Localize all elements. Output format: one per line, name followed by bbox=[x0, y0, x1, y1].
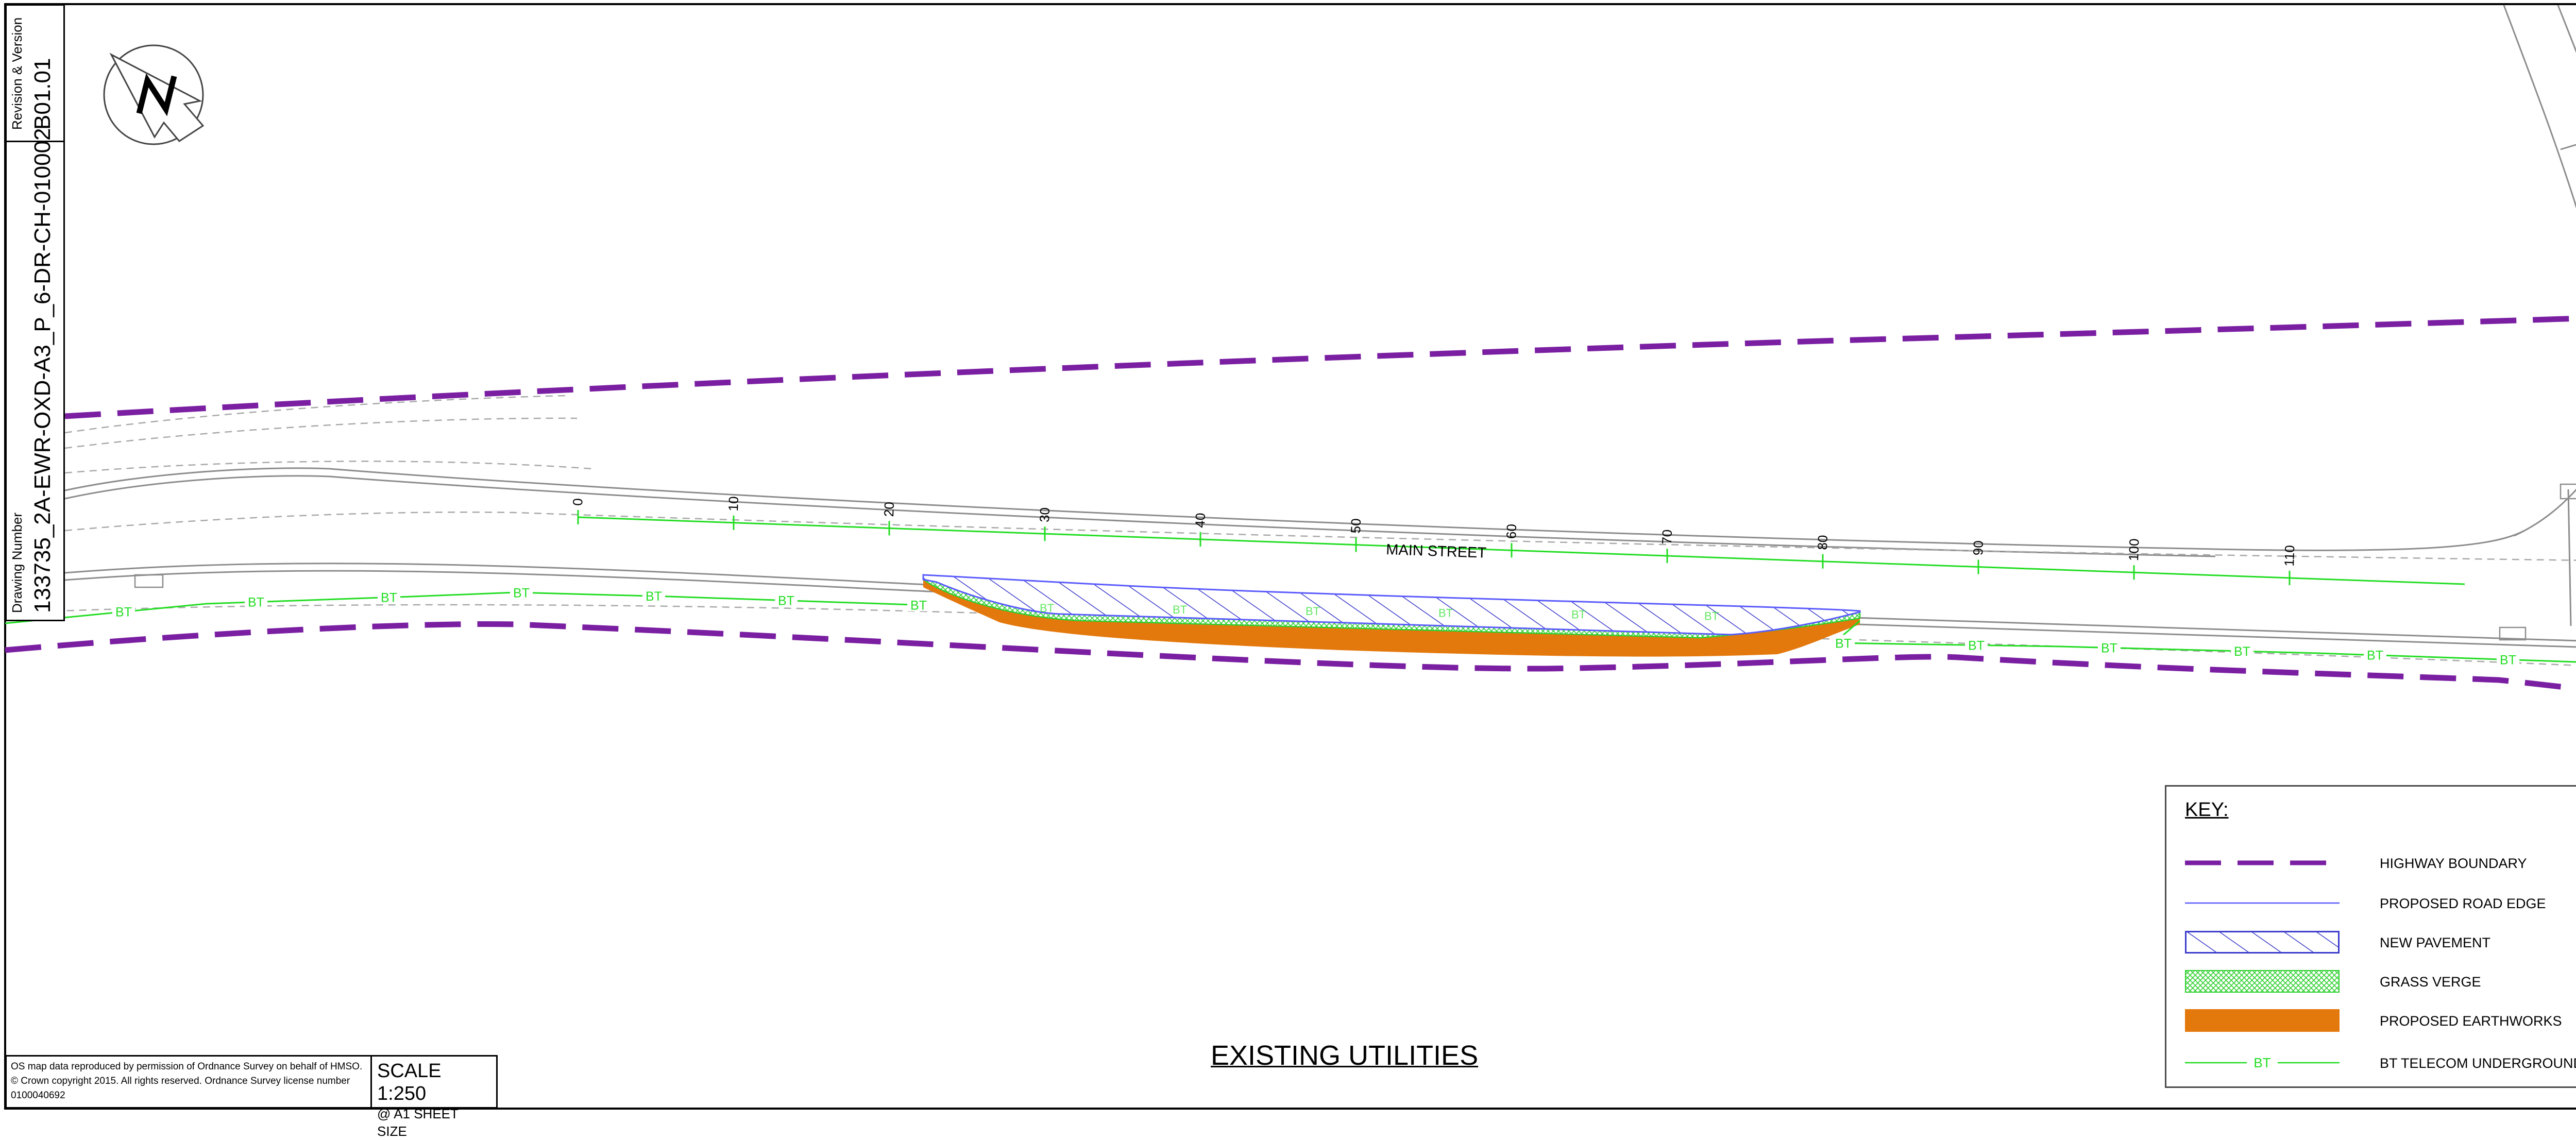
chainage-label: 110 bbox=[2281, 545, 2297, 567]
drawing-number-label: Drawing Number bbox=[9, 512, 25, 613]
chainage-label: 40 bbox=[1192, 513, 1208, 528]
os-copyright-note: OS map data reproduced by permission of … bbox=[5, 1055, 372, 1109]
scale-box: SCALE 1:250 @ A1 SHEET SIZE bbox=[372, 1055, 498, 1139]
road-bend-east-2 bbox=[2557, 5, 2576, 53]
proposed-earthworks bbox=[923, 580, 1860, 657]
bt-cable-label: BT bbox=[2234, 644, 2250, 659]
footway-line-1 bbox=[64, 395, 567, 434]
bt-cable-label: BT bbox=[1040, 602, 1054, 615]
bt-cable-east bbox=[1834, 642, 2576, 663]
legend-swatch-road-edge bbox=[2185, 902, 2340, 904]
bt-telecom-cables: BTBTBTBTBTBTBTBTBTBTBTBTBTBTBTBTBTBTBTBT… bbox=[5, 584, 2576, 668]
title-block bbox=[5, 4, 65, 621]
bt-cable-label: BT bbox=[1438, 606, 1453, 619]
bt-cable-label: BT bbox=[910, 598, 927, 612]
bt-cable-label: BT bbox=[1306, 605, 1320, 618]
legend-row-new-pavement: NEW PAVEMENT bbox=[2166, 927, 2576, 958]
road-kerb-north-inner bbox=[64, 475, 2216, 557]
footway-line-2 bbox=[64, 417, 578, 449]
highway-boundary-north bbox=[64, 315, 2576, 419]
legend-row-proposed-road-edge: PROPOSED ROAD EDGE bbox=[2166, 888, 2576, 918]
chainage-label: 60 bbox=[1503, 524, 1519, 539]
legend-label: HIGHWAY BOUNDARY bbox=[2380, 856, 2527, 871]
bt-cable-label: BT bbox=[778, 594, 794, 608]
road-kerb-north bbox=[64, 467, 2525, 551]
bt-cable-label: BT bbox=[2367, 649, 2383, 663]
legend-row-highway-boundary: HIGHWAY BOUNDARY bbox=[2166, 847, 2576, 878]
legend-label: NEW PAVEMENT bbox=[2380, 935, 2491, 950]
north-arrow-icon bbox=[103, 44, 205, 145]
bt-cable-label: BT bbox=[2500, 653, 2516, 668]
legend-key: KEY: HIGHWAY BOUNDARY PROPOSED ROAD EDGE… bbox=[2165, 785, 2576, 1088]
footway-line-5 bbox=[64, 461, 593, 474]
street-furniture-box-3 bbox=[2560, 483, 2576, 500]
bt-cable-label: BT bbox=[1704, 609, 1719, 622]
bt-cable-label: BT bbox=[513, 586, 530, 600]
legend-label: PROPOSED EARTHWORKS bbox=[2380, 1013, 2562, 1029]
drawing-sheet: 0 10 20 30 40 50 60 70 80 90 100 110 BT BT BT BT BT BT BT… bbox=[4, 3, 2576, 1139]
legend-label: PROPOSED ROAD EDGE bbox=[2380, 896, 2546, 911]
bt-cable-label: BT bbox=[1835, 636, 1852, 651]
bt-cable-label: BT bbox=[1571, 608, 1586, 621]
drawing-number-value: 133735_2A-EWR-OXD-A3_P_6-DR-CH-010002 bbox=[30, 128, 55, 613]
sheet-size-text: @ A1 SHEET SIZE bbox=[377, 1106, 459, 1139]
street-name-label: MAIN STREET bbox=[1386, 541, 1487, 562]
title-block-divider bbox=[7, 141, 63, 142]
sheet-title: EXISTING UTILITIES bbox=[1211, 1040, 1479, 1071]
legend-row-grass-verge: GRASS VERGE bbox=[2166, 966, 2576, 997]
new-pavement bbox=[922, 574, 1861, 636]
street-furniture bbox=[134, 483, 2576, 641]
bt-cable-label: BT bbox=[381, 591, 397, 605]
revision-value: B01.01 bbox=[30, 58, 55, 130]
chainage-label: 50 bbox=[1348, 518, 1364, 534]
legend-swatch-grass-verge bbox=[2185, 970, 2340, 993]
legend-swatch-earthworks bbox=[2185, 1009, 2340, 1032]
chainage-label: 70 bbox=[1659, 529, 1675, 545]
chainage-label: 30 bbox=[1037, 507, 1053, 522]
bt-cable-label: BT bbox=[646, 589, 662, 604]
legend-row-proposed-earthworks: PROPOSED EARTHWORKS bbox=[2166, 1005, 2576, 1036]
highway-boundary-south bbox=[5, 621, 2576, 692]
chainage-label: 100 bbox=[2126, 538, 2142, 561]
chainage-label: 80 bbox=[1815, 535, 1831, 550]
legend-label: BT TELECOM UNDERGROUND CABLES bbox=[2380, 1056, 2576, 1071]
street-furniture-box-2 bbox=[2499, 626, 2527, 641]
footway-line-3 bbox=[64, 511, 2576, 561]
bt-cable-label: BT bbox=[2101, 641, 2117, 655]
legend-swatch-new-pavement bbox=[2185, 931, 2340, 954]
boundary-short-line bbox=[2560, 144, 2576, 150]
chainage-line bbox=[578, 516, 2465, 585]
legend-swatch-bt-cables: BT bbox=[2185, 1055, 2340, 1070]
bt-cable-label: BT bbox=[248, 595, 264, 610]
revision-label: Revision & Version bbox=[9, 17, 25, 130]
street-furniture-box-1 bbox=[134, 574, 164, 588]
legend-swatch-highway-boundary bbox=[2185, 860, 2340, 865]
legend-title: KEY: bbox=[2185, 799, 2229, 821]
bt-cable-label: BT bbox=[1968, 638, 1985, 653]
chainage-label: 90 bbox=[1970, 540, 1986, 556]
chainage-label: 0 bbox=[570, 498, 585, 506]
legend-bt-mark: BT bbox=[2253, 1055, 2270, 1070]
property-line-vertical bbox=[2567, 489, 2572, 626]
legend-label: GRASS VERGE bbox=[2380, 974, 2481, 990]
legend-row-bt-cables: BT BT TELECOM UNDERGROUND CABLES bbox=[2166, 1047, 2576, 1078]
bt-cable-label: BT bbox=[115, 605, 132, 620]
bt-cable-west bbox=[5, 591, 928, 624]
bt-cable-label: BT bbox=[1173, 603, 1187, 616]
chainage-setting-out-line: 0 10 20 30 40 50 60 70 80 90 100 110 bbox=[570, 496, 2465, 585]
chainage-label: 20 bbox=[881, 502, 897, 517]
road-bend-east bbox=[2503, 5, 2576, 537]
chainage-label: 10 bbox=[725, 496, 741, 512]
scale-text: SCALE 1:250 bbox=[377, 1060, 442, 1104]
